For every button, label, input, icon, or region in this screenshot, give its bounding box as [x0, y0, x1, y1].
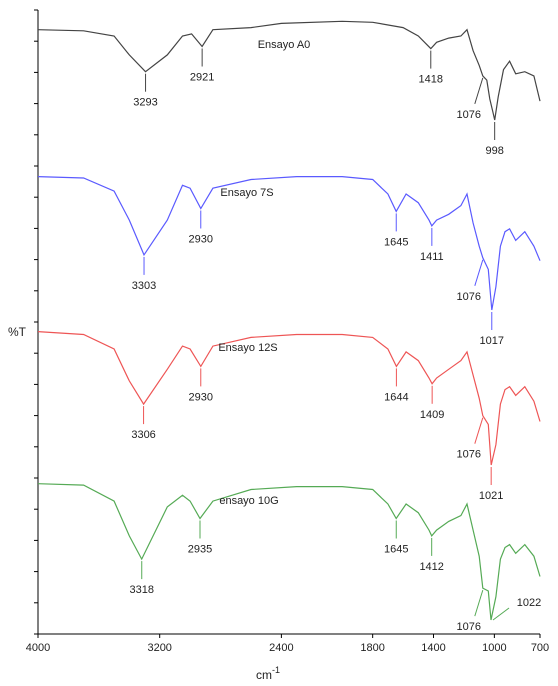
x-tick-label: 1000	[482, 642, 506, 654]
peak-label: 1411	[420, 251, 444, 263]
peak-marker	[474, 77, 484, 105]
peak-label: 1076	[457, 291, 481, 303]
peak-label: 1418	[419, 74, 443, 86]
x-tick-label: 4000	[26, 642, 50, 654]
x-axis-label: cm-1	[256, 665, 280, 682]
axes: 4000 3200 2400 1800 1400 1000 700	[26, 9, 549, 654]
series-line	[37, 176, 541, 311]
series-group: Ensayo A0 3293 2921 1418 1076 998	[37, 20, 541, 157]
y-axis-label: %T	[8, 325, 27, 339]
x-tick-label: 1400	[421, 642, 445, 654]
peak-label: 998	[485, 145, 503, 157]
x-tick-label: 1800	[360, 642, 384, 654]
x-tick-label: 2400	[269, 642, 293, 654]
peak-label: 1076	[457, 109, 481, 121]
x-tick-label: 700	[531, 642, 549, 654]
peak-marker	[474, 259, 484, 286]
peak-label: 2921	[190, 72, 214, 84]
peak-label: 3303	[132, 280, 156, 292]
peak-label: 3293	[133, 97, 157, 109]
peak-label: 1645	[384, 236, 408, 248]
x-tick-label: 3200	[147, 642, 171, 654]
peak-label: 2930	[189, 234, 213, 246]
peak-marker	[492, 607, 510, 621]
series-group: Ensayo 12S 3306 2930 1644 1409 1076 1021	[37, 331, 541, 502]
series-line	[37, 331, 541, 466]
series-group: ensayo 10G 3318 2935 1645 1412 1076 1022	[37, 483, 541, 633]
series-name-label: Ensayo A0	[258, 39, 311, 51]
peak-label: 3306	[131, 429, 155, 441]
peak-label: 1409	[420, 409, 444, 421]
peak-marker	[474, 589, 484, 617]
peak-label: 1022	[517, 597, 541, 609]
series-group: Ensayo 7S 3303 2930 1645 1411 1076 1017	[37, 176, 541, 347]
peak-label: 1076	[457, 449, 481, 461]
peak-label: 2930	[189, 391, 213, 403]
series-name-label: ensayo 10G	[219, 495, 278, 507]
series-name-label: Ensayo 7S	[220, 187, 273, 199]
peak-marker	[474, 417, 484, 444]
series-layer: Ensayo A0 3293 2921 1418 1076 998 Ensayo 7S 330…	[37, 20, 541, 633]
peak-label: 1412	[419, 561, 443, 573]
peak-label: 1017	[480, 335, 504, 347]
peak-label: 2935	[188, 544, 212, 556]
series-line	[37, 20, 541, 121]
peak-label: 3318	[130, 584, 154, 596]
peak-label: 1021	[479, 490, 503, 502]
peak-label: 1076	[457, 621, 481, 633]
peak-label: 1644	[384, 391, 408, 403]
peak-label: 1645	[384, 544, 408, 556]
series-line	[37, 483, 541, 621]
series-name-label: Ensayo 12S	[218, 342, 277, 354]
